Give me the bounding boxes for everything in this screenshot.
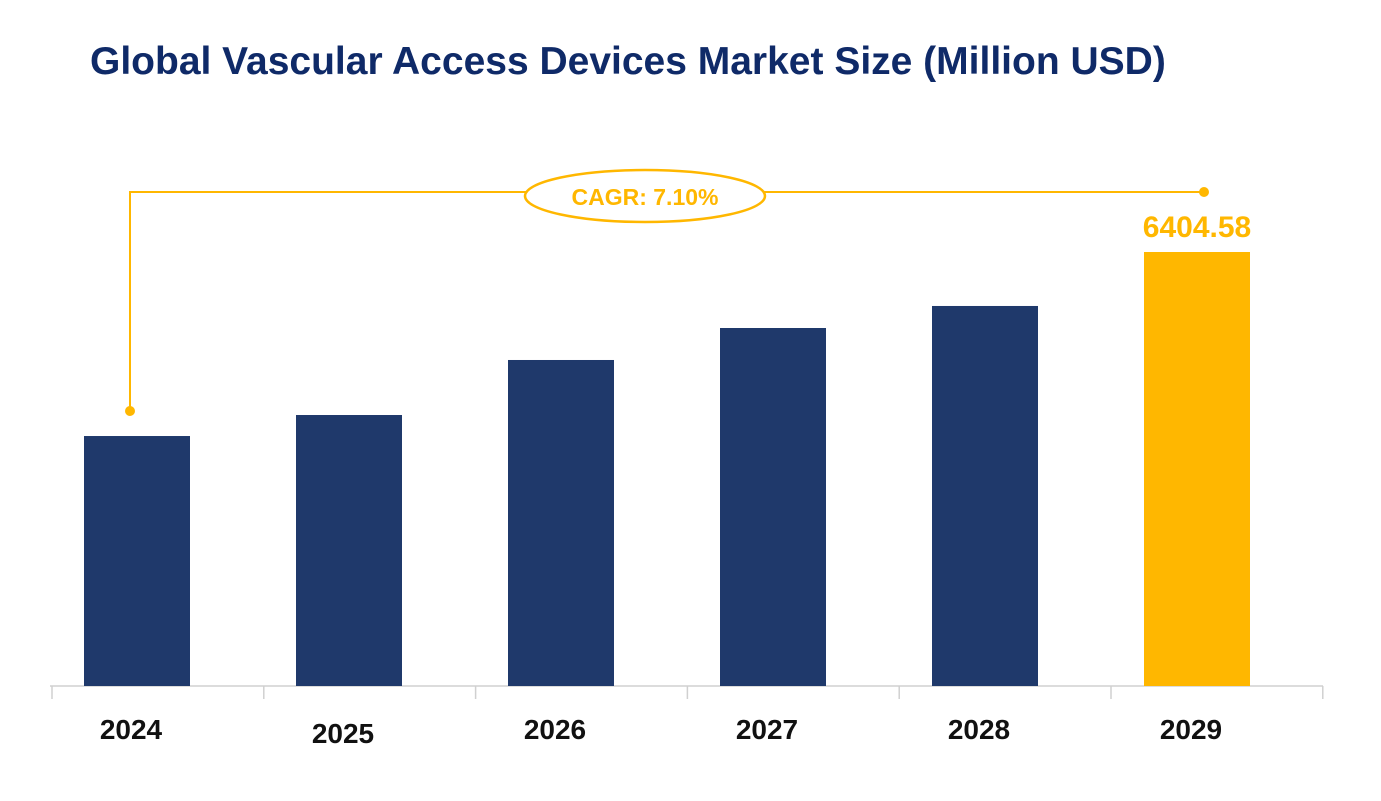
cagr-end-dot <box>1199 187 1209 197</box>
bar-2028 <box>932 305 1038 686</box>
bar-2029 <box>1144 252 1250 686</box>
chart-title: Global Vascular Access Devices Market Si… <box>90 40 1166 83</box>
x-tick-label: 2028 <box>948 714 1010 745</box>
data-label: 6404.58 <box>1143 211 1251 244</box>
bar-2025 <box>296 415 402 686</box>
bar-2027 <box>720 328 826 686</box>
x-tick-label: 2026 <box>524 714 586 745</box>
x-tick-label: 2029 <box>1160 714 1222 745</box>
bar-2024 <box>84 436 190 686</box>
bar-2026 <box>508 359 614 686</box>
cagr-connector-line <box>129 191 1204 411</box>
cagr-start-dot <box>125 406 135 416</box>
x-tick-label: 2027 <box>736 714 798 745</box>
x-tick-label: 2025 <box>312 718 374 749</box>
x-tick-label: 2024 <box>100 714 163 745</box>
cagr-label: CAGR: 7.10% <box>572 184 719 210</box>
cagr-ellipse <box>523 168 767 224</box>
